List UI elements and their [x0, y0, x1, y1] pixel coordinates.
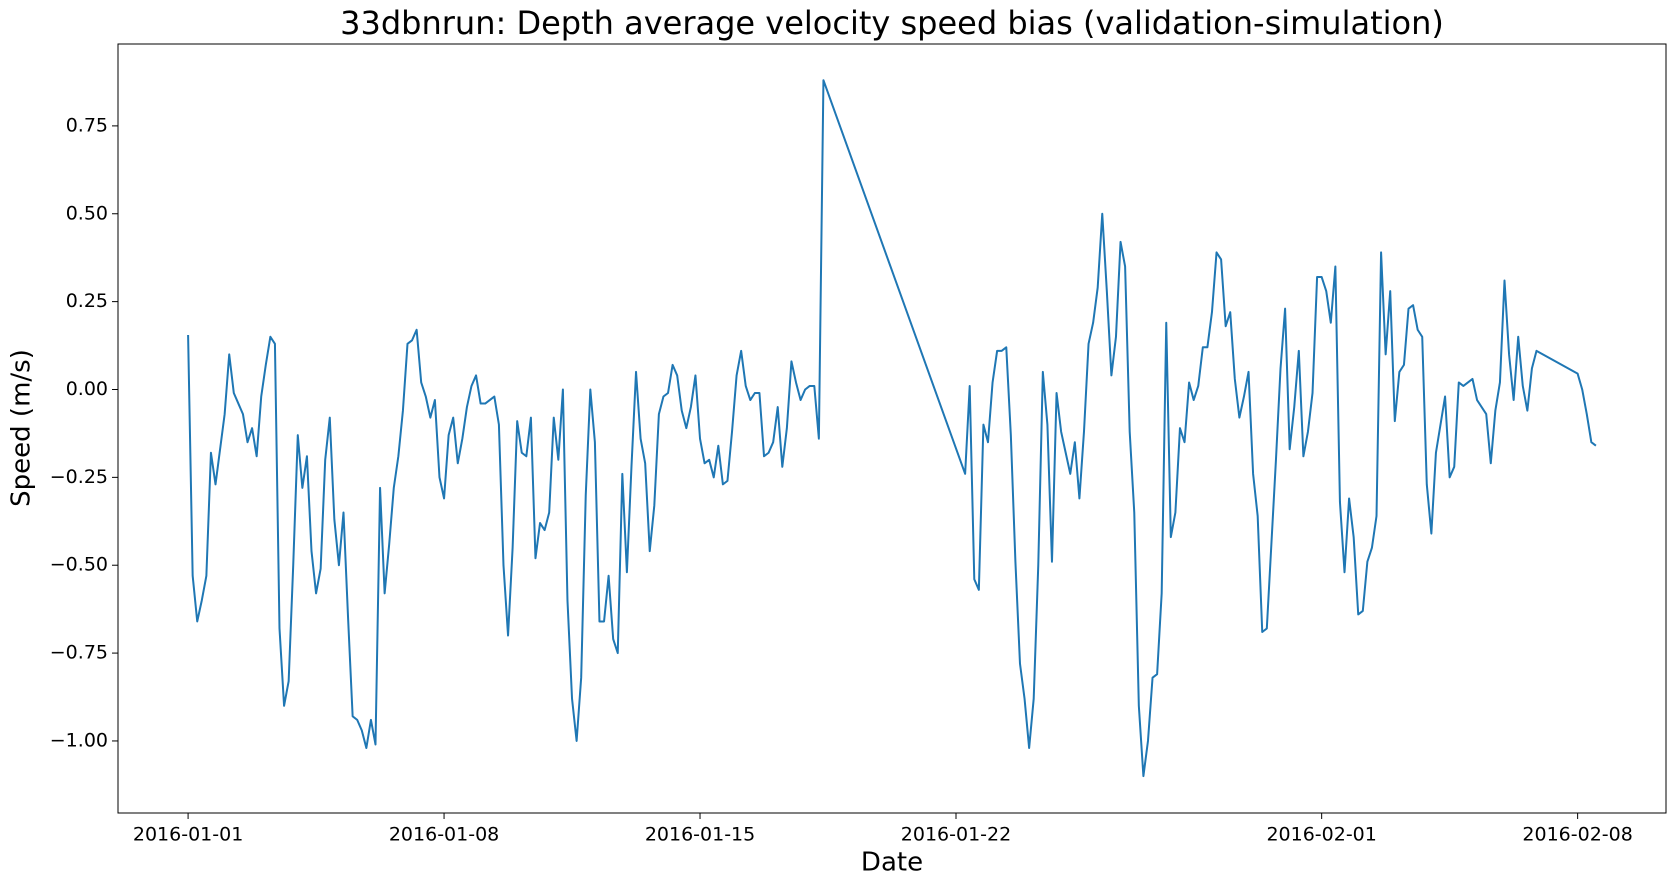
- x-tick-label: 2016-02-08: [1522, 824, 1632, 846]
- y-tick-label: 0.25: [66, 290, 108, 312]
- y-tick-label: 0.50: [66, 202, 108, 224]
- plot-frame: [117, 43, 1667, 814]
- y-tick-label: −0.75: [50, 642, 108, 664]
- data-line: [187, 79, 1597, 778]
- y-tick-label: 0.00: [66, 378, 108, 400]
- y-tick-label: −0.25: [50, 466, 108, 488]
- y-tick-label: 0.75: [66, 114, 108, 136]
- y-axis-label: Speed (m/s): [7, 349, 37, 507]
- x-tick-label: 2016-02-01: [1266, 824, 1376, 846]
- x-tick-label: 2016-01-01: [133, 824, 243, 846]
- y-tick-label: −0.50: [50, 554, 108, 576]
- x-tick-label: 2016-01-08: [389, 824, 499, 846]
- chart-title: 33dbnrun: Depth average velocity speed b…: [340, 4, 1444, 42]
- x-axis-label: Date: [861, 848, 923, 878]
- x-tick-label: 2016-01-22: [901, 824, 1011, 846]
- x-tick-label: 2016-01-15: [645, 824, 755, 846]
- y-tick-label: −1.00: [50, 729, 108, 751]
